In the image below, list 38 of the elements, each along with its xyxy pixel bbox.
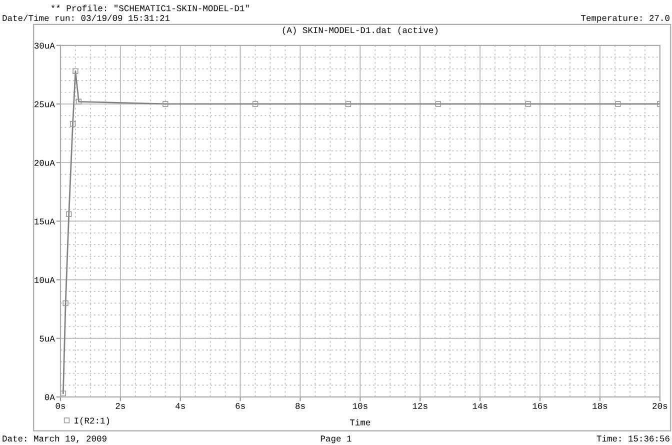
x-tick-label: 10s: [352, 402, 368, 409]
text: Temperature: 27.0: [581, 15, 670, 23]
chart-subtitle: (A) SKIN-MODEL-D1.dat (active): [282, 26, 438, 35]
x-tick-label: 6s: [236, 402, 245, 409]
chart-title: ** Profile: "SCHEMATIC1-SKIN-MODEL-D1": [51, 4, 249, 12]
point: [70, 121, 76, 127]
x-tick-label: 14s: [472, 403, 488, 409]
text: Date/Time run: 03/19/09 15:31:21: [2, 14, 170, 21]
point: [62, 300, 68, 306]
point: [72, 68, 78, 74]
x-axis-title: Time: [350, 418, 370, 426]
point: [76, 98, 82, 104]
x-tick-label: 4s: [176, 403, 185, 409]
point: [615, 101, 621, 107]
y-tick-label: 0A: [44, 394, 55, 400]
y-tick-label: 15uA: [34, 218, 55, 224]
x-tick-label: 20s: [652, 402, 668, 409]
point: [66, 211, 72, 217]
x-tick-label: 16s: [532, 402, 548, 409]
legend-label: I(R2:1): [74, 417, 110, 426]
y-tick-label: 25uA: [34, 101, 55, 108]
point: [525, 101, 531, 107]
x-tick-label: 12s: [412, 402, 428, 409]
x-tick-label: 0s: [56, 402, 66, 409]
point: [162, 101, 168, 107]
text: Time: 15:36:56: [596, 435, 670, 442]
x-tick-label: 18s: [592, 402, 608, 409]
point: [252, 101, 258, 107]
x-tick-label: 2s: [116, 402, 125, 409]
point: [345, 101, 352, 107]
point: [435, 101, 441, 107]
y-tick-label: 30uA: [34, 42, 55, 49]
y-tick-label: 5uA: [40, 336, 55, 342]
x-tick-label: 8s: [296, 402, 305, 409]
y-tick-label: 20uA: [34, 160, 55, 166]
y-tick-label: 10uA: [34, 277, 55, 284]
text: Date: March 19, 2009: [2, 435, 106, 443]
text: Page 1: [320, 436, 352, 444]
